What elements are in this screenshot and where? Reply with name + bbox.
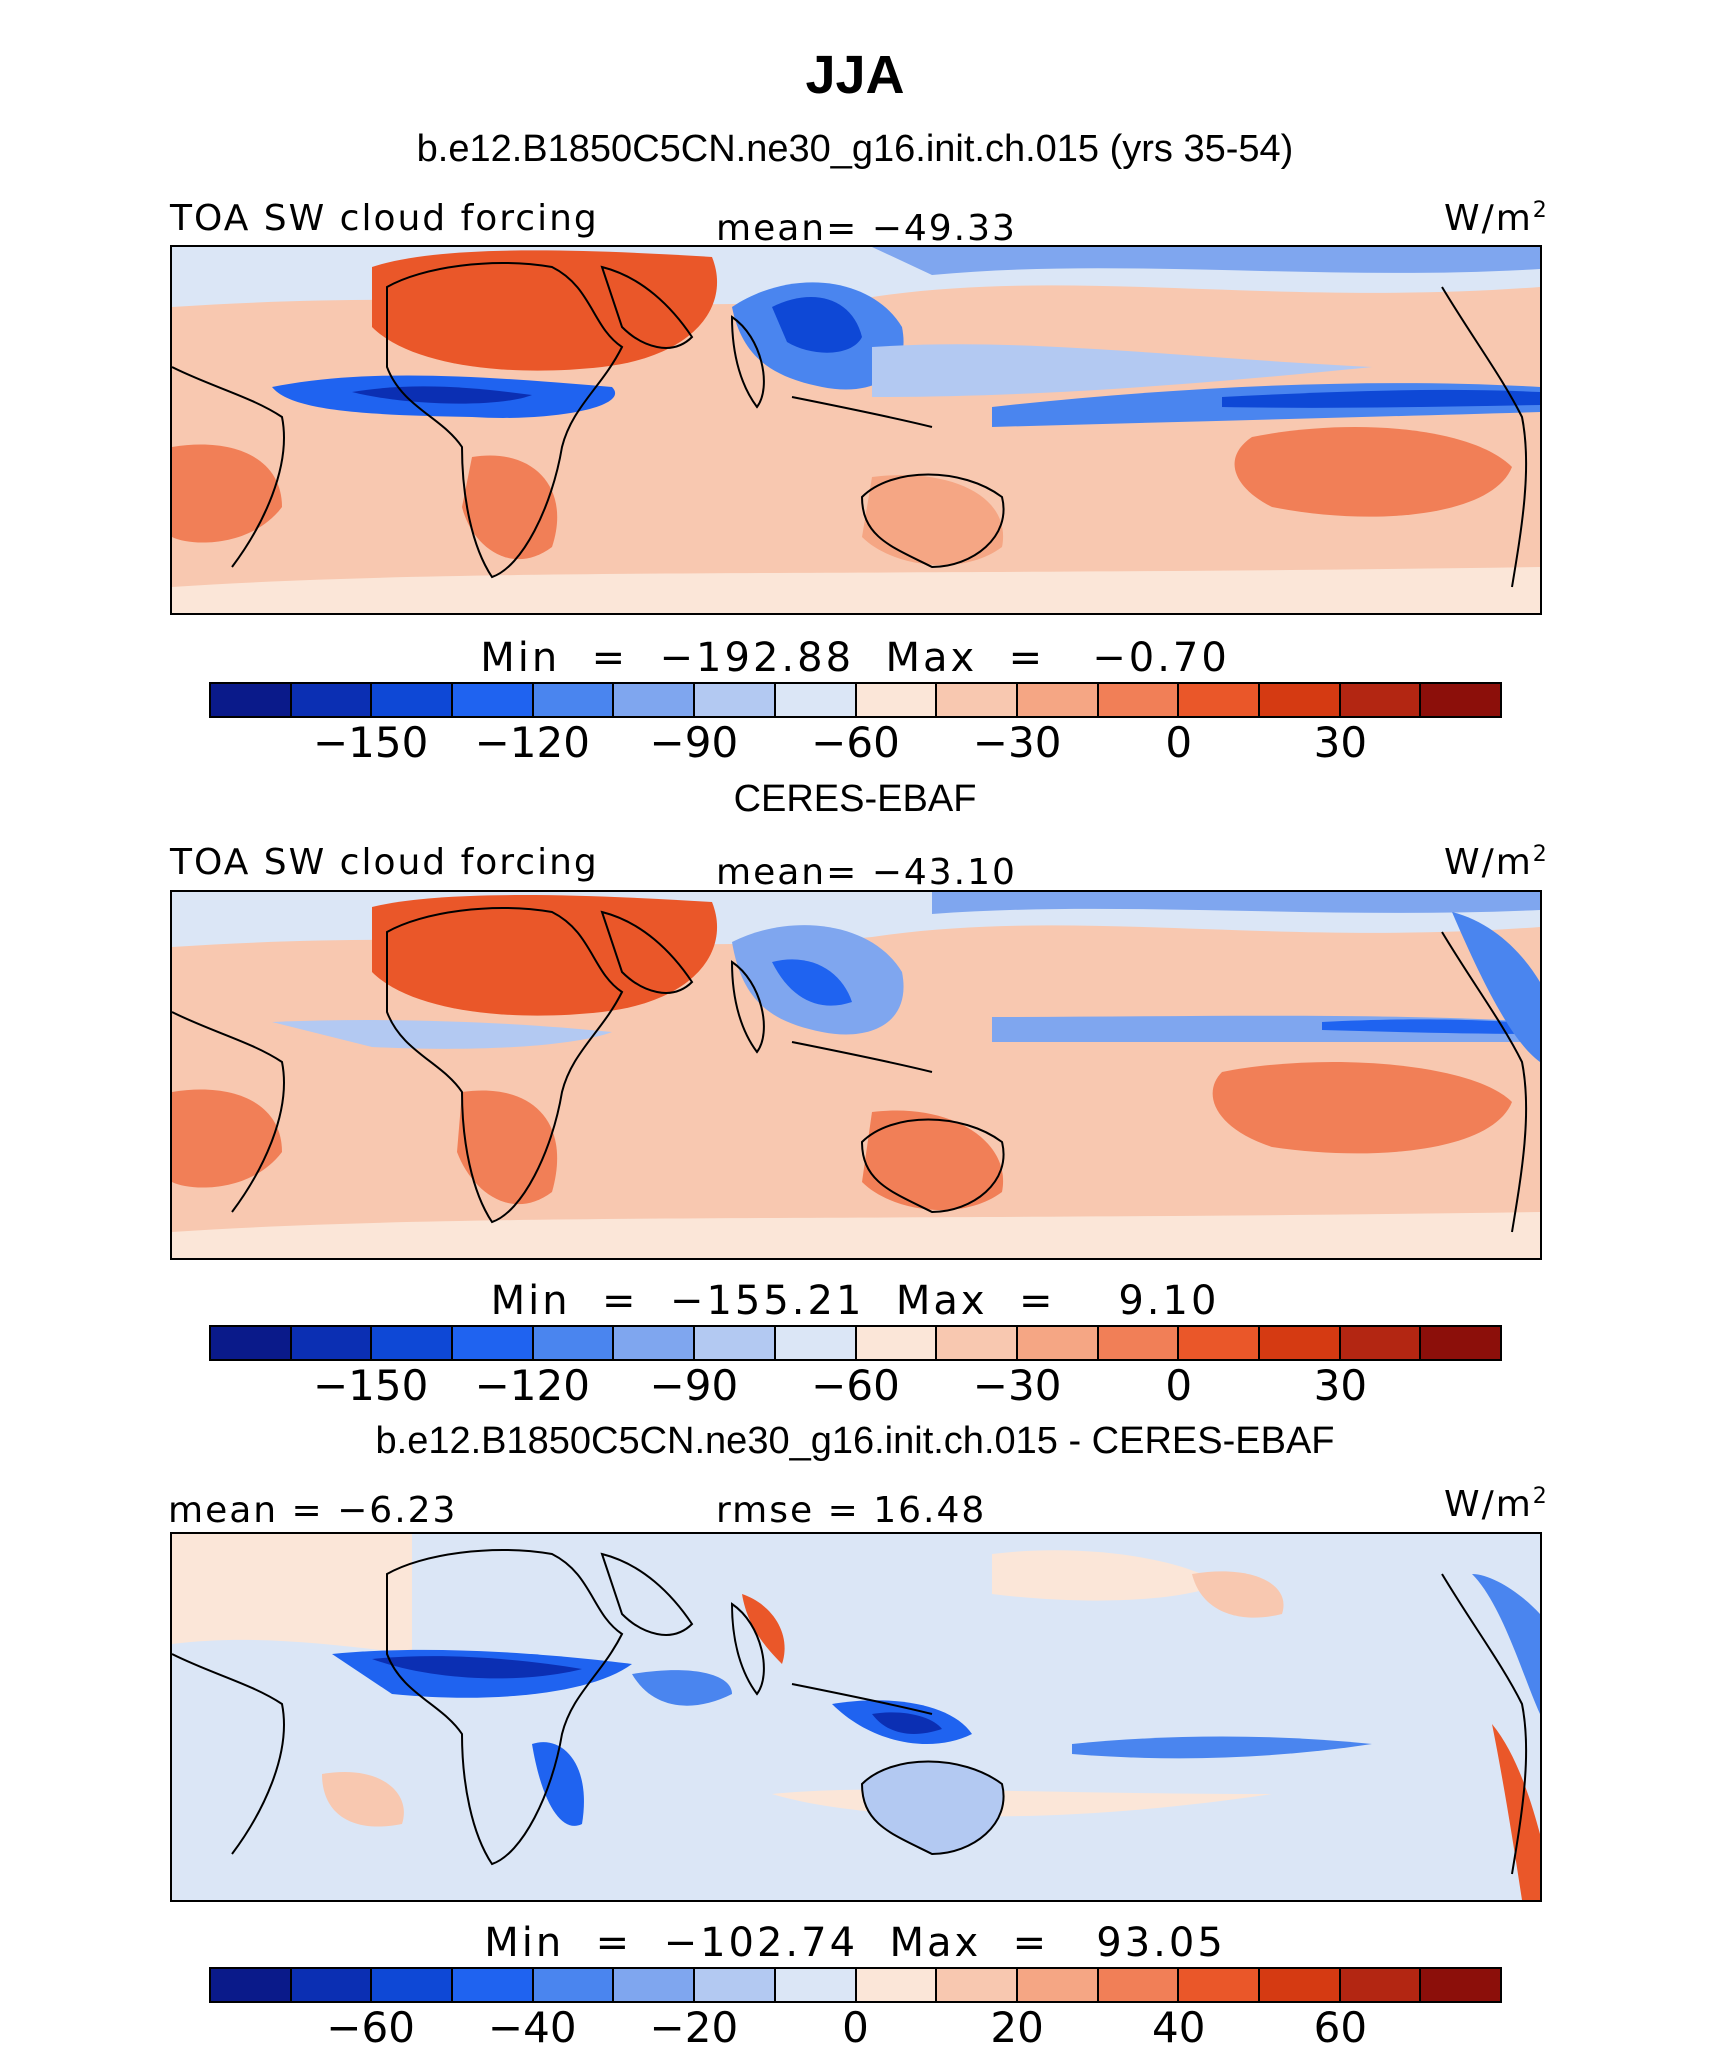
colorbar-swatch — [533, 1327, 615, 1359]
colorbar-tick-label: −150 — [312, 1361, 429, 1410]
colorbar-swatch — [453, 1327, 534, 1359]
colorbar-swatch — [856, 1969, 938, 2001]
colorbar-swatch — [211, 684, 292, 716]
panel-1-mean-label: mean= −49.33 — [716, 208, 1017, 249]
colorbar-swatch — [1098, 1327, 1180, 1359]
colorbar-tick-label: −30 — [972, 1361, 1062, 1410]
colorbar-swatch — [856, 684, 938, 716]
panel-3-map-field — [172, 1534, 1540, 1900]
panel-2-units: W/m2 — [1444, 842, 1549, 883]
colorbar-tick-label: −20 — [649, 2003, 739, 2052]
colorbar-tick-label: 20 — [990, 2003, 1044, 2052]
colorbar-swatch — [372, 684, 454, 716]
colorbar-tick-label: −120 — [474, 1361, 590, 1410]
colorbar-swatch — [614, 1327, 696, 1359]
figure-title: JJA — [805, 45, 905, 105]
panel-2-variable-label: TOA SW cloud forcing — [170, 842, 599, 883]
panel-3-units: W/m2 — [1444, 1484, 1549, 1525]
colorbar-tick-label: 0 — [842, 2003, 869, 2052]
panel-3-rmse-label: rmse = 16.48 — [716, 1490, 987, 1531]
colorbar-swatch — [856, 1327, 938, 1359]
panel-2-map-field — [172, 892, 1540, 1258]
colorbar-swatch — [937, 684, 1018, 716]
colorbar-tick-label: 0 — [1165, 718, 1193, 767]
colorbar-tick-label: −90 — [649, 718, 739, 767]
colorbar-tick-label: −120 — [474, 718, 590, 767]
colorbar-swatch — [1259, 1969, 1341, 2001]
colorbar-tick-label: −60 — [811, 718, 900, 767]
colorbar-tick-label: 30 — [1313, 1361, 1368, 1410]
colorbar-swatch — [211, 1969, 292, 2001]
colorbar-swatch — [1421, 684, 1500, 716]
colorbar-swatch — [211, 1327, 292, 1359]
panel-1-map-field — [172, 247, 1540, 613]
colorbar-swatch — [775, 1327, 857, 1359]
colorbar-swatch — [291, 1327, 373, 1359]
colorbar-swatch — [614, 684, 696, 716]
panel-2-heading: CERES-EBAF — [733, 778, 977, 820]
panel-3-map — [170, 1532, 1542, 1902]
colorbar-swatch — [1259, 1327, 1341, 1359]
colorbar-swatch — [453, 684, 534, 716]
colorbar-tick-label: 0 — [1165, 1361, 1193, 1410]
colorbar-tick-label: −90 — [649, 1361, 739, 1410]
colorbar-swatch — [1179, 1969, 1260, 2001]
colorbar-swatch — [614, 1969, 696, 2001]
colorbar-tick-label: 30 — [1313, 718, 1368, 767]
colorbar-swatch — [372, 1327, 454, 1359]
panel-1-colorbar — [209, 682, 1502, 718]
colorbar-swatch — [1421, 1969, 1500, 2001]
colorbar-swatch — [1340, 684, 1422, 716]
panel-3-colorbar — [209, 1967, 1502, 2003]
colorbar-swatch — [937, 1327, 1018, 1359]
colorbar-swatch — [533, 684, 615, 716]
panel-2-map — [170, 890, 1542, 1260]
colorbar-swatch — [1017, 684, 1099, 716]
colorbar-tick-label: 40 — [1152, 2003, 1206, 2052]
colorbar-swatch — [1098, 1969, 1180, 2001]
colorbar-swatch — [372, 1969, 454, 2001]
panel-2-colorbar — [209, 1325, 1502, 1361]
colorbar-tick-label: −150 — [312, 718, 429, 767]
colorbar-swatch — [1259, 684, 1341, 716]
colorbar-swatch — [1098, 684, 1180, 716]
panel-1-heading: b.e12.B1850C5CN.ne30_g16.init.ch.015 (yr… — [416, 128, 1294, 170]
panel-3-heading: b.e12.B1850C5CN.ne30_g16.init.ch.015 - C… — [375, 1420, 1335, 1462]
colorbar-tick-label: −60 — [811, 1361, 900, 1410]
colorbar-swatch — [1340, 1969, 1422, 2001]
colorbar-tick-label: −30 — [972, 718, 1062, 767]
colorbar-swatch — [291, 1969, 373, 2001]
colorbar-tick-label: −40 — [487, 2003, 577, 2052]
panel-1-map — [170, 245, 1542, 615]
colorbar-swatch — [695, 1327, 776, 1359]
panel-1-units: W/m2 — [1444, 198, 1549, 239]
colorbar-swatch — [775, 684, 857, 716]
colorbar-swatch — [533, 1969, 615, 2001]
colorbar-swatch — [937, 1969, 1018, 2001]
colorbar-tick-label: −60 — [326, 2003, 415, 2052]
colorbar-swatch — [1421, 1327, 1500, 1359]
panel-2-minmax: Min = −155.21 Max = 9.10 — [490, 1278, 1220, 1324]
colorbar-swatch — [775, 1969, 857, 2001]
colorbar-swatch — [1017, 1969, 1099, 2001]
colorbar-swatch — [695, 1969, 776, 2001]
panel-2-mean-label: mean= −43.10 — [716, 852, 1017, 893]
panel-1-variable-label: TOA SW cloud forcing — [170, 198, 599, 239]
colorbar-swatch — [453, 1969, 534, 2001]
colorbar-swatch — [695, 684, 776, 716]
panel-3-mean-label: mean = −6.23 — [168, 1490, 458, 1531]
colorbar-swatch — [1179, 1327, 1260, 1359]
colorbar-swatch — [1017, 1327, 1099, 1359]
colorbar-swatch — [1179, 684, 1260, 716]
colorbar-swatch — [1340, 1327, 1422, 1359]
panel-1-minmax: Min = −192.88 Max = −0.70 — [480, 635, 1230, 681]
panel-3-minmax: Min = −102.74 Max = 93.05 — [484, 1920, 1226, 1966]
colorbar-tick-label: 60 — [1313, 2003, 1368, 2052]
colorbar-swatch — [291, 684, 373, 716]
